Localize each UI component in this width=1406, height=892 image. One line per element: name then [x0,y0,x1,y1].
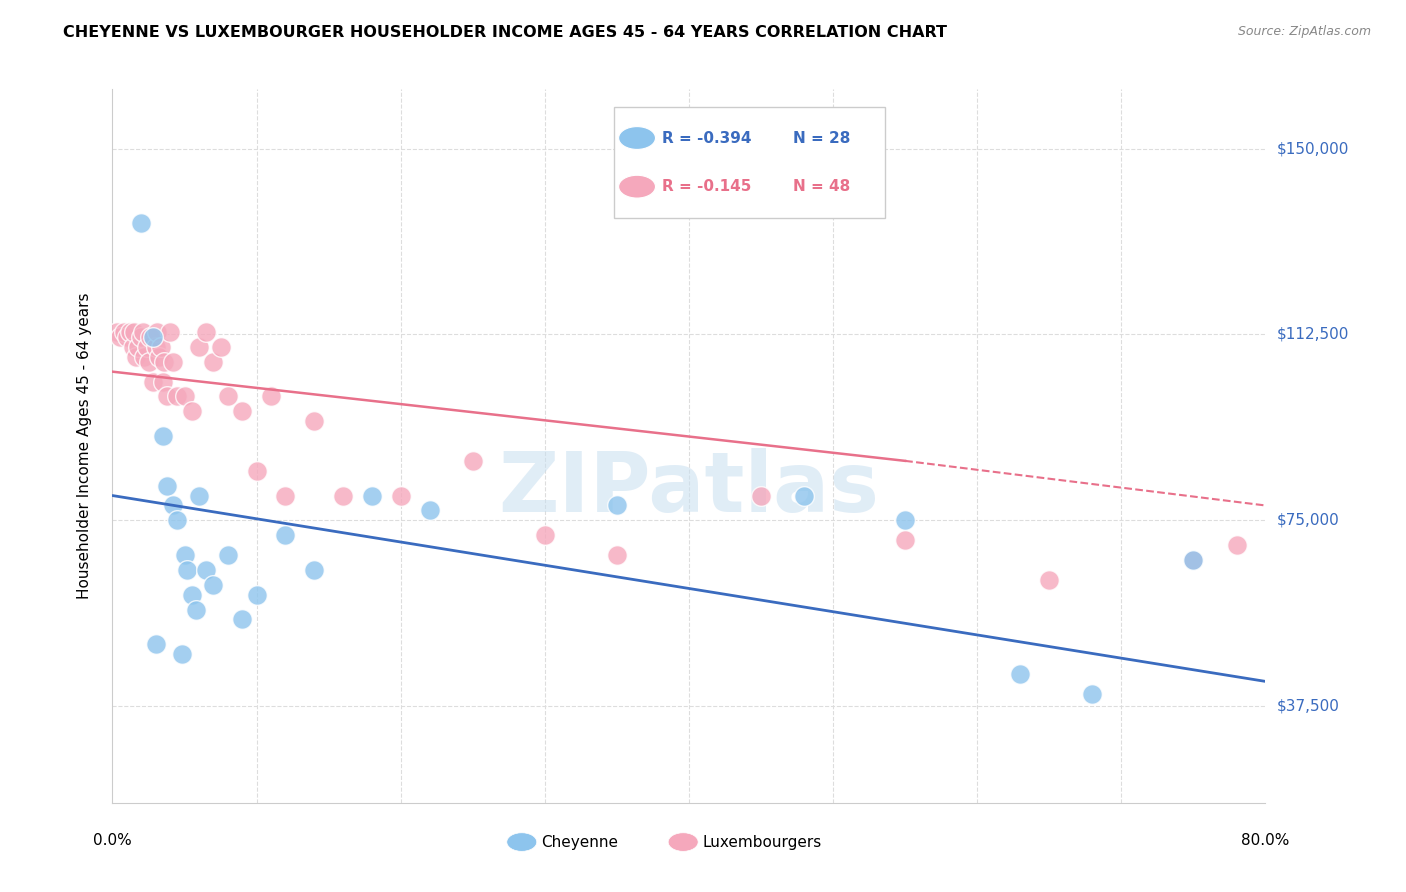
Point [246,464,269,478]
Point [188,489,211,503]
Circle shape [506,833,537,851]
Point [138,355,160,369]
Point [127,340,149,354]
Point [112,325,135,339]
Point [122,325,145,339]
Point [180,588,202,602]
Point [108,330,131,344]
Point [129,216,153,230]
Point [361,489,384,503]
Point [129,330,153,344]
Point [118,325,141,339]
Point [217,548,239,562]
Point [231,404,253,418]
Point [173,548,195,562]
Text: $75,000: $75,000 [1277,513,1340,528]
Point [152,375,174,389]
Y-axis label: Householder Income Ages 45 - 64 years: Householder Income Ages 45 - 64 years [77,293,91,599]
Point [124,350,146,364]
Point [145,637,167,651]
Text: 0.0%: 0.0% [93,833,132,848]
Text: R = -0.394: R = -0.394 [662,130,752,145]
Point [246,588,269,602]
Point [894,533,917,548]
Point [162,355,184,369]
Point [304,414,326,428]
Text: $112,500: $112,500 [1277,327,1348,342]
Text: Cheyenne: Cheyenne [541,835,619,849]
Point [170,647,193,661]
Point [793,489,815,503]
Point [260,389,283,403]
Point [115,330,138,344]
Point [1081,687,1104,701]
Point [231,612,253,626]
Point [142,330,165,344]
Text: $37,500: $37,500 [1277,698,1340,714]
Point [274,528,297,542]
Point [749,489,772,503]
Text: N = 28: N = 28 [793,130,851,145]
Text: Source: ZipAtlas.com: Source: ZipAtlas.com [1237,25,1371,38]
Point [1226,538,1249,552]
Point [202,355,225,369]
Text: Luxembourgers: Luxembourgers [703,835,823,849]
Point [145,340,167,354]
Text: 80.0%: 80.0% [1241,833,1289,848]
Point [134,350,156,364]
Point [606,499,628,513]
Point [1038,573,1060,587]
Point [159,325,181,339]
Point [166,513,188,527]
Point [188,340,211,354]
Point [217,389,239,403]
Point [176,563,198,577]
Point [184,602,207,616]
Point [1010,667,1032,681]
Point [195,563,218,577]
Point [389,489,412,503]
Point [156,478,179,492]
Point [209,340,232,354]
Point [534,528,557,542]
Point [105,325,128,339]
Circle shape [619,127,655,150]
Text: N = 48: N = 48 [793,179,851,194]
Point [304,563,326,577]
Point [202,578,225,592]
Point [1182,553,1205,567]
Circle shape [619,175,655,198]
Text: $150,000: $150,000 [1277,141,1348,156]
Point [461,454,484,468]
Point [894,513,917,527]
Point [142,375,165,389]
Text: CHEYENNE VS LUXEMBOURGER HOUSEHOLDER INCOME AGES 45 - 64 YEARS CORRELATION CHART: CHEYENNE VS LUXEMBOURGER HOUSEHOLDER INC… [63,25,948,40]
Point [173,389,195,403]
Point [180,404,202,418]
Point [152,429,174,443]
Text: R = -0.145: R = -0.145 [662,179,752,194]
Point [121,340,143,354]
Point [162,499,184,513]
Text: ZIPatlas: ZIPatlas [499,449,879,529]
Point [148,350,170,364]
Point [132,325,155,339]
Point [150,340,173,354]
Point [274,489,297,503]
Point [332,489,354,503]
Point [156,389,179,403]
Point [136,340,159,354]
Point [1182,553,1205,567]
Point [153,355,176,369]
Point [195,325,218,339]
FancyBboxPatch shape [614,107,884,218]
Point [139,330,162,344]
Point [606,548,628,562]
Point [419,503,441,517]
Point [146,325,169,339]
Circle shape [668,833,699,851]
Point [166,389,188,403]
